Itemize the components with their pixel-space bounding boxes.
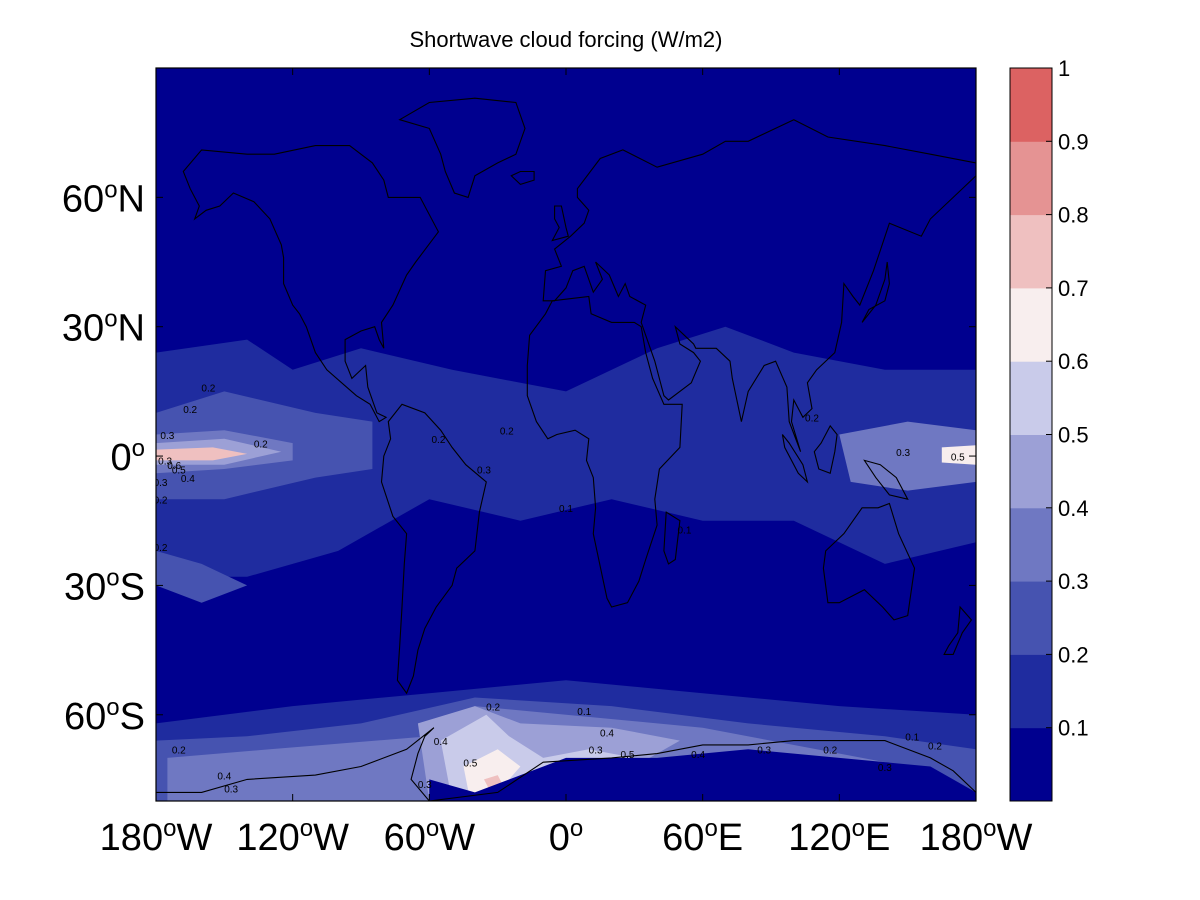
colorbar-tick-label: 0.3: [1058, 569, 1089, 594]
contour-region-0: [156, 326, 976, 577]
colorbar: 0.1 0.2 0.3 0.4 0.5 0.6 0.7 0.8 0.9 1: [1009, 56, 1089, 802]
colorbar-segment: [1010, 361, 1052, 435]
contour-label: 0.4: [434, 737, 448, 748]
coastline-borneo: [813, 424, 838, 475]
contour-label: 0.2: [154, 543, 168, 554]
contour-region-6: [941, 445, 976, 465]
coastline-new-guinea: [863, 459, 909, 501]
contour-label: 0.5: [463, 759, 477, 770]
y-tick-label: 30oN: [62, 306, 145, 350]
contour-label: 0.2: [805, 414, 819, 425]
contour-label: 0.1: [559, 504, 573, 515]
colorbar-tick-label: 0.6: [1058, 349, 1089, 374]
contour-label: 0.3: [589, 746, 603, 757]
y-tick-label: 60oN: [62, 176, 145, 220]
contour-label: 0.2: [183, 405, 197, 416]
x-tick-label: 180oW: [920, 815, 1033, 859]
colorbar-segment: [1010, 581, 1052, 655]
coastline-japan: [861, 261, 890, 323]
contour-region-7: [156, 550, 248, 603]
colorbar-segment: [1010, 68, 1052, 142]
x-axis: 180oW 120oW 60oW 0o 60oE 120oE 180oW: [100, 68, 1033, 859]
coastline-madagascar: [663, 511, 681, 565]
colorbar-tick-label: 0.8: [1058, 203, 1089, 228]
coastline-greenland: [398, 97, 526, 199]
contour-label: 0.1: [577, 707, 591, 718]
contour-region-15: [429, 749, 976, 801]
contour-label: 0.2: [201, 383, 215, 394]
coastlines: [156, 97, 976, 801]
x-tick-label: 180oW: [100, 815, 213, 859]
contour-label: 0.3: [878, 763, 892, 774]
contour-label: 0.3: [477, 465, 491, 476]
contour-label: 0.5: [621, 750, 635, 761]
colorbar-tick-label: 0.4: [1058, 496, 1089, 521]
contour-label: 0.1: [677, 526, 691, 537]
y-tick-label: 60oS: [64, 694, 145, 738]
contour-label: 0.3: [160, 431, 174, 442]
x-tick-label: 0o: [549, 815, 584, 859]
contour-label: 0.5: [951, 452, 965, 463]
colorbar-tick-label: 0.2: [1058, 642, 1089, 667]
contour-label: 0.1: [905, 733, 919, 744]
colorbar-segment: [1010, 434, 1052, 509]
contour-label: 0.4: [600, 728, 614, 739]
contour-region-13: [463, 749, 521, 801]
colorbar-tick-label: 0.9: [1058, 129, 1089, 154]
coastline-antarctica: [156, 727, 976, 801]
contour-region-4: [156, 447, 248, 461]
x-tick-label: 60oW: [384, 815, 476, 859]
colorbar-tick-label: 1: [1058, 56, 1070, 81]
x-tick-label: 120oE: [788, 815, 890, 859]
contour-label: 0.3: [158, 457, 172, 468]
contour-labels: 0.30.30.60.50.40.30.20.20.20.20.2 0.20.30…: [154, 383, 965, 795]
coastline-iceland: [510, 170, 535, 186]
coastline-north-america: [182, 145, 440, 423]
coastline-south-america: [380, 403, 487, 695]
map-area: 0.30.30.60.50.40.30.20.20.20.20.2 0.20.30…: [154, 67, 977, 802]
contour-label: 0.3: [896, 448, 910, 459]
y-tick-label: 0o: [111, 435, 146, 479]
contour-label: 0.2: [172, 746, 186, 757]
contour-label: 0.2: [431, 435, 445, 446]
colorbar-segment: [1010, 287, 1052, 362]
y-axis: 60oN 30oN 0o 30oS 60oS: [62, 176, 976, 738]
coastline-new-zealand: [943, 605, 973, 655]
contour-label: 0.4: [691, 750, 705, 761]
contour-label: 0.3: [757, 746, 771, 757]
x-tick-label: 60oE: [662, 815, 743, 859]
contour-label: 0.6: [167, 461, 181, 472]
coastline-africa: [526, 295, 683, 608]
colorbar-tick-label: 0.7: [1058, 276, 1089, 301]
colorbar-tick-label: 0.1: [1058, 716, 1089, 741]
coastline-great-britain: [551, 205, 569, 242]
contour-label: 0.2: [254, 439, 268, 450]
coastline-australia: [822, 502, 916, 621]
contour-label: 0.2: [928, 741, 942, 752]
colorbar-segment: [1010, 727, 1052, 802]
colorbar-segment: [1010, 141, 1052, 216]
contour-label: 0.3: [418, 780, 432, 791]
y-tick-label: 30oS: [64, 564, 145, 608]
contour-label: 0.4: [181, 474, 195, 485]
contour-label: 0.3: [224, 784, 238, 795]
contour-label: 0.5: [172, 465, 186, 476]
contour-label: 0.2: [154, 495, 168, 506]
contour-label: 0.2: [823, 746, 837, 757]
contour-label: 0.2: [486, 702, 500, 713]
chart-title: Shortwave cloud forcing (W/m2): [410, 27, 723, 52]
colorbar-segment: [1010, 507, 1052, 582]
colorbar-segment: [1010, 214, 1052, 289]
coastline-eurasia: [542, 119, 976, 452]
colorbar-tick-label: 0.5: [1058, 423, 1089, 448]
contour-label: 0.2: [500, 427, 514, 438]
contour-label: 0.3: [154, 478, 168, 489]
coastline-sumatra: [781, 434, 809, 484]
x-tick-label: 120oW: [236, 815, 349, 859]
contour-label: 0.4: [217, 771, 231, 782]
colorbar-segment: [1010, 654, 1052, 729]
